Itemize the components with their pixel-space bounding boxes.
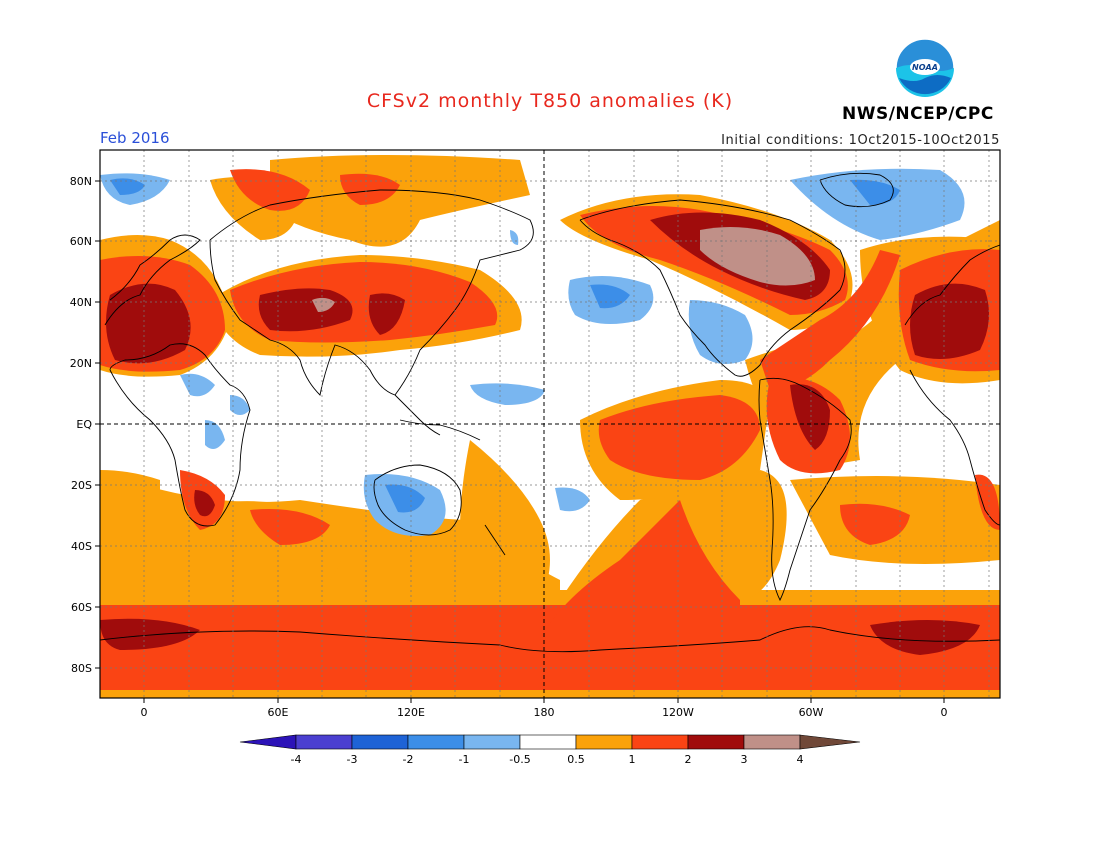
lon-label-0-west: 0 (141, 706, 148, 719)
lat-label-80n: 80N (70, 175, 92, 188)
chart-title: CFSv2 monthly T850 anomalies (K) (366, 90, 734, 112)
colorbar-low-arrow (239, 734, 297, 750)
colorbar-cell (351, 734, 409, 750)
colorbar (239, 734, 861, 750)
colorbar-cell (575, 734, 633, 750)
agency-label: NWS/NCEP/CPC (842, 104, 994, 124)
lat-label-20n: 20N (70, 357, 92, 370)
lat-label-20s: 20S (71, 479, 92, 492)
colorbar-label: -4 (291, 753, 302, 766)
colorbar-high-arrow (799, 734, 861, 750)
colorbar-label: 4 (797, 753, 804, 766)
colorbar-label: -3 (347, 753, 358, 766)
colorbar-label: 3 (741, 753, 748, 766)
colorbar-cell (463, 734, 521, 750)
lat-label-40n: 40N (70, 296, 92, 309)
anomaly-field (100, 150, 1000, 698)
colorbar-label: 0.5 (567, 753, 585, 766)
lon-label-120w: 120W (662, 706, 694, 719)
lon-label-180: 180 (534, 706, 555, 719)
colorbar-label: -1 (459, 753, 470, 766)
lon-label-60w: 60W (799, 706, 824, 719)
lat-label-80s: 80S (71, 662, 92, 675)
colorbar-cell (687, 734, 745, 750)
noaa-logo-icon: NOAA (895, 38, 955, 98)
lat-label-40s: 40S (71, 540, 92, 553)
noaa-logo-text: NOAA (912, 63, 938, 72)
colorbar-label: -2 (403, 753, 414, 766)
colorbar-label: 2 (685, 753, 692, 766)
initial-conditions: Initial conditions: 1Oct2015-10Oct2015 (721, 133, 1000, 148)
lon-label-120e: 120E (397, 706, 425, 719)
colorbar-cell (407, 734, 465, 750)
lat-label-60s: 60S (71, 601, 92, 614)
lat-label-eq: EQ (76, 418, 92, 431)
colorbar-cell (295, 734, 353, 750)
colorbar-label: -0.5 (509, 753, 530, 766)
forecast-month: Feb 2016 (100, 129, 170, 147)
lon-label-60e: 60E (268, 706, 289, 719)
colorbar-cell (743, 734, 801, 750)
colorbar-label: 1 (629, 753, 636, 766)
lon-label-0-east: 0 (941, 706, 948, 719)
colorbar-cell (631, 734, 689, 750)
colorbar-cell (519, 734, 577, 750)
lat-label-60n: 60N (70, 235, 92, 248)
